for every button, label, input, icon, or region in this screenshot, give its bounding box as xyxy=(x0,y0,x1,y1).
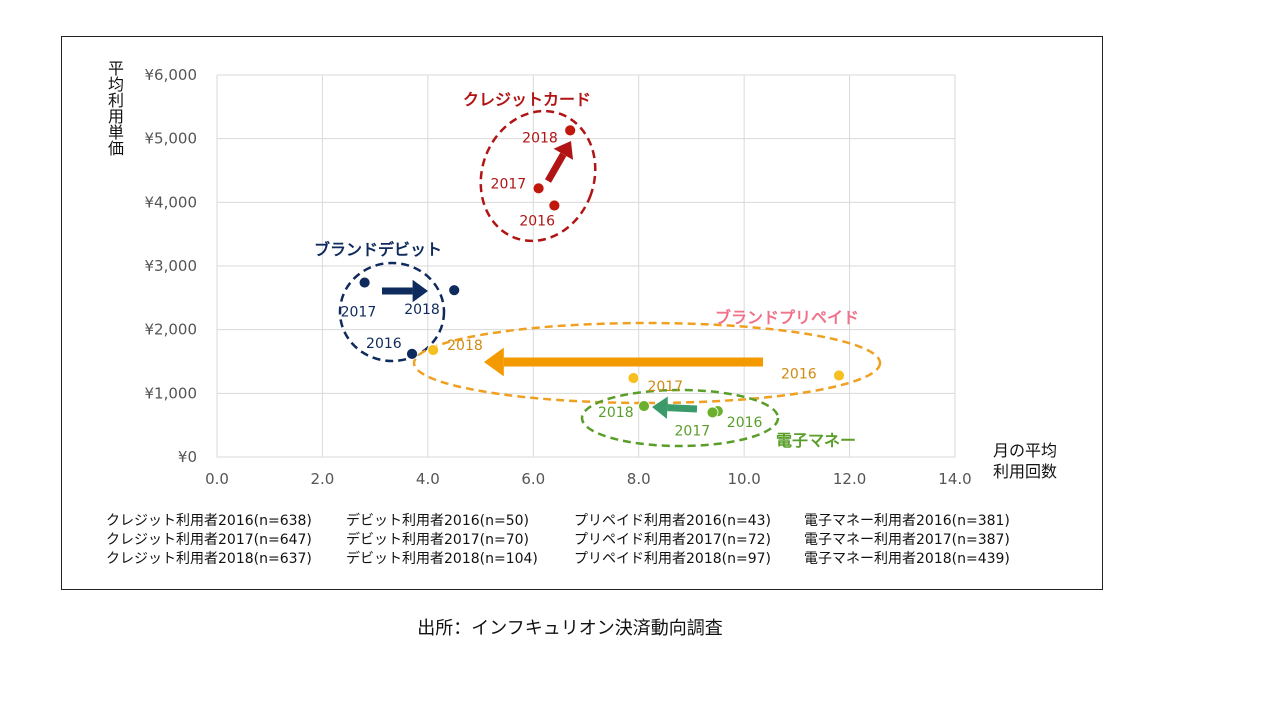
footnote-item: デビット利用者2018(n=104) xyxy=(346,551,538,567)
data-point xyxy=(548,199,561,212)
series-label: ブランドプリペイド xyxy=(715,308,859,327)
y-tick-label: ¥4,000 xyxy=(145,193,198,211)
debit-arrow xyxy=(382,279,428,303)
point-label: 2018 xyxy=(404,302,440,318)
data-point xyxy=(532,182,545,195)
footnote-item: デビット利用者2017(n=70) xyxy=(346,532,529,548)
prepaid-arrow-head xyxy=(484,347,504,377)
prepaid-arrow xyxy=(484,347,763,377)
x-tick-label: 6.0 xyxy=(521,470,545,488)
data-point xyxy=(706,406,719,419)
x-tick-label: 0.0 xyxy=(205,470,229,488)
y-tick-label: ¥5,000 xyxy=(145,130,198,148)
point-label: 2016 xyxy=(366,336,402,352)
footnote-item: プリペイド利用者2017(n=72) xyxy=(574,532,771,548)
data-point xyxy=(564,124,577,137)
x-tick-label: 2.0 xyxy=(310,470,334,488)
y-tick-label: ¥6,000 xyxy=(145,66,198,84)
emoney-arrow xyxy=(652,396,698,419)
data-point xyxy=(406,347,418,360)
series-label: ブランドデビット xyxy=(314,240,442,259)
footnote-item: 電子マネー利用者2018(n=439) xyxy=(804,551,1010,567)
series-label: 電子マネー xyxy=(776,431,856,450)
data-point xyxy=(638,400,650,412)
footnote-item: クレジット利用者2017(n=647) xyxy=(106,532,312,548)
y-axis-label: 平均利用単価 xyxy=(105,60,124,156)
point-label: 2017 xyxy=(341,305,377,321)
y-tick-label: ¥1,000 xyxy=(145,384,198,402)
data-point xyxy=(427,344,440,356)
sample-size-notes: クレジット利用者2016(n=638) デビット利用者2016(n=50) プリペイ… xyxy=(106,512,1044,569)
data-point xyxy=(833,369,845,382)
y-tick-label: ¥0 xyxy=(178,448,197,466)
point-labels: 2016 2017 2018 2016 2017 2018 2016 2017 2018 2016… xyxy=(341,130,817,439)
x-axis-label-line: 利用回数 xyxy=(992,462,1057,481)
credit-ellipse xyxy=(479,109,597,243)
x-axis-label-line: 月の平均 xyxy=(992,441,1057,460)
emoney-ellipse xyxy=(580,388,780,448)
trend-arrows xyxy=(382,141,763,419)
x-tick-label: 8.0 xyxy=(627,470,651,488)
x-axis-label: 月の平均 利用回数 xyxy=(975,440,1075,482)
x-tick-label: 12.0 xyxy=(833,470,866,488)
point-label: 2016 xyxy=(519,214,555,230)
debit-ellipse xyxy=(338,261,446,363)
debit-arrow-head xyxy=(412,279,428,303)
x-tick-label: 4.0 xyxy=(416,470,440,488)
x-tick-label: 14.0 xyxy=(938,470,971,488)
credit-arrow xyxy=(544,141,574,183)
point-label: 2017 xyxy=(647,379,683,395)
point-label: 2018 xyxy=(522,130,558,146)
data-point xyxy=(627,372,640,384)
credit-arrow-head xyxy=(553,141,574,160)
chart-frame xyxy=(61,36,1103,590)
series-label: クレジットカード xyxy=(463,90,591,109)
emoney-arrow-shaft xyxy=(667,404,698,413)
footnote-item: 電子マネー利用者2016(n=381) xyxy=(804,513,1010,529)
point-label: 2017 xyxy=(491,176,527,192)
point-label: 2017 xyxy=(675,423,711,439)
point-label: 2018 xyxy=(447,338,483,354)
source-note: 出所：インフキュリオン決済動向調査 xyxy=(417,618,723,639)
point-label: 2016 xyxy=(781,367,817,383)
y-tick-label: ¥2,000 xyxy=(145,321,198,339)
grid-lines xyxy=(216,74,956,458)
x-tick-label: 10.0 xyxy=(727,470,760,488)
point-label: 2016 xyxy=(727,415,763,431)
data-points xyxy=(358,124,845,419)
tick-labels: 0.0 2.0 4.0 6.0 8.0 10.0 12.0 14.0 ¥0 ¥1,000 ¥2,00… xyxy=(145,66,972,488)
footnote-item: 電子マネー利用者2017(n=387) xyxy=(804,532,1010,548)
footnote-item: デビット利用者2016(n=50) xyxy=(346,513,529,529)
prepaid-ellipse xyxy=(412,321,882,405)
footnote-item: クレジット利用者2016(n=638) xyxy=(106,513,312,529)
group-ellipses xyxy=(338,109,882,448)
point-label: 2018 xyxy=(598,405,634,421)
credit-arrow-shaft xyxy=(544,152,567,183)
footnote-item: プリペイド利用者2018(n=97) xyxy=(574,551,771,567)
y-tick-label: ¥3,000 xyxy=(145,257,198,275)
data-point xyxy=(448,284,461,297)
data-point xyxy=(358,276,371,289)
footnote-item: クレジット利用者2018(n=637) xyxy=(106,551,312,567)
emoney-arrow-head xyxy=(652,396,668,419)
footnote-item: プリペイド利用者2016(n=43) xyxy=(574,513,771,529)
